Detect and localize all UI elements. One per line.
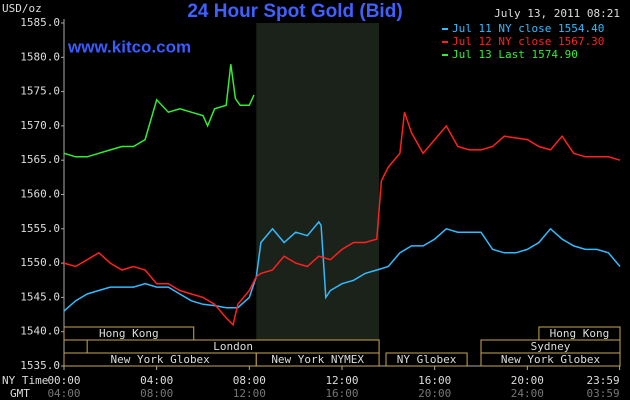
x2-tick-label: 12:00	[233, 387, 266, 400]
session-bar	[480, 352, 621, 367]
x-tick-label: 04:00	[140, 374, 173, 387]
session-label: New York Globex	[501, 353, 601, 366]
session-label: Hong Kong	[99, 327, 159, 340]
y-tick-label: 1535.0	[20, 359, 60, 372]
y-tick-label: 1575.0	[20, 85, 60, 98]
y-tick-label: 1565.0	[20, 153, 60, 166]
x2-tick-label: 08:00	[140, 387, 173, 400]
timestamp: July 13, 2011 08:21	[494, 7, 620, 20]
y-tick-label: 1580.0	[20, 50, 60, 63]
session-label: New York Globex	[110, 353, 210, 366]
session-bar	[385, 352, 468, 367]
x-tick-label: 08:00	[233, 374, 266, 387]
x2-tick-label: 16:00	[325, 387, 358, 400]
y-tick-label: 1585.0	[20, 16, 60, 29]
y-axis-label: USD/oz	[2, 2, 42, 15]
y-tick-label: 1550.0	[20, 256, 60, 269]
x2-tick-label: 20:00	[418, 387, 451, 400]
x-tick-label: 12:00	[325, 374, 358, 387]
x-tick-label: 20:00	[511, 374, 544, 387]
x-tick-label: 16:00	[418, 374, 451, 387]
price-line	[63, 220, 621, 312]
y-tick-label: 1540.0	[20, 325, 60, 338]
x2-tick-label: 24:00	[511, 387, 544, 400]
price-line	[63, 64, 255, 158]
legend-entry: Jul 11 NY close 1554.40	[452, 22, 604, 35]
x-axis-label: NY Time	[2, 374, 48, 387]
chart-title: 24 Hour Spot Gold (Bid)	[187, 1, 402, 22]
x2-axis-label: GMT	[10, 387, 30, 400]
session-label: New York NYMEX	[271, 353, 364, 366]
session-bar	[538, 326, 621, 341]
legend-entry: Jul 13 Last 1574.90	[452, 48, 578, 61]
session-bar	[255, 352, 380, 367]
x-tick-label: 00:00	[47, 374, 80, 387]
session-label: Sydney	[531, 340, 571, 353]
session-label: NY Globex	[397, 353, 457, 366]
price-line	[63, 111, 621, 327]
session-shade	[256, 23, 380, 366]
legend-entry: Jul 12 NY close 1567.30	[452, 35, 604, 48]
y-tick-label: 1545.0	[20, 290, 60, 303]
x2-tick-label: 03:59	[586, 387, 619, 400]
watermark: www.kitco.com	[67, 37, 191, 56]
y-tick-label: 1560.0	[20, 188, 60, 201]
x-tick-label: 23:59	[586, 374, 619, 387]
session-label: Hong Kong	[550, 327, 610, 340]
y-tick-label: 1555.0	[20, 222, 60, 235]
y-tick-label: 1570.0	[20, 119, 60, 132]
session-label: London	[213, 340, 253, 353]
x2-tick-label: 04:00	[47, 387, 80, 400]
